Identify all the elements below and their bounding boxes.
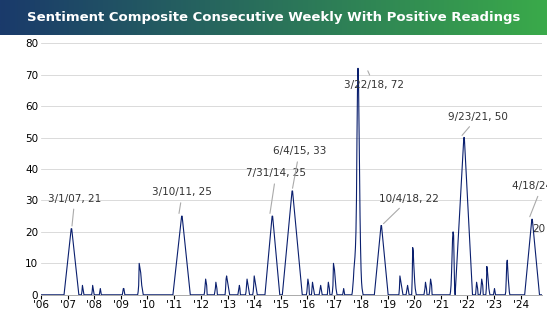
Text: 9/23/21, 50: 9/23/21, 50 bbox=[448, 112, 508, 135]
Text: 6/4/15, 33: 6/4/15, 33 bbox=[272, 146, 326, 188]
Text: 4/18/24, 24: 4/18/24, 24 bbox=[512, 181, 547, 217]
Text: Sentiment Composite Consecutive Weekly With Positive Readings: Sentiment Composite Consecutive Weekly W… bbox=[27, 11, 520, 24]
Text: 20: 20 bbox=[532, 224, 545, 234]
Text: 7/31/14, 25: 7/31/14, 25 bbox=[246, 169, 306, 213]
Text: 3/1/07, 21: 3/1/07, 21 bbox=[48, 194, 101, 226]
Text: 3/10/11, 25: 3/10/11, 25 bbox=[153, 187, 212, 213]
Text: 10/4/18, 22: 10/4/18, 22 bbox=[380, 194, 439, 224]
Text: 3/22/18, 72: 3/22/18, 72 bbox=[344, 71, 404, 90]
